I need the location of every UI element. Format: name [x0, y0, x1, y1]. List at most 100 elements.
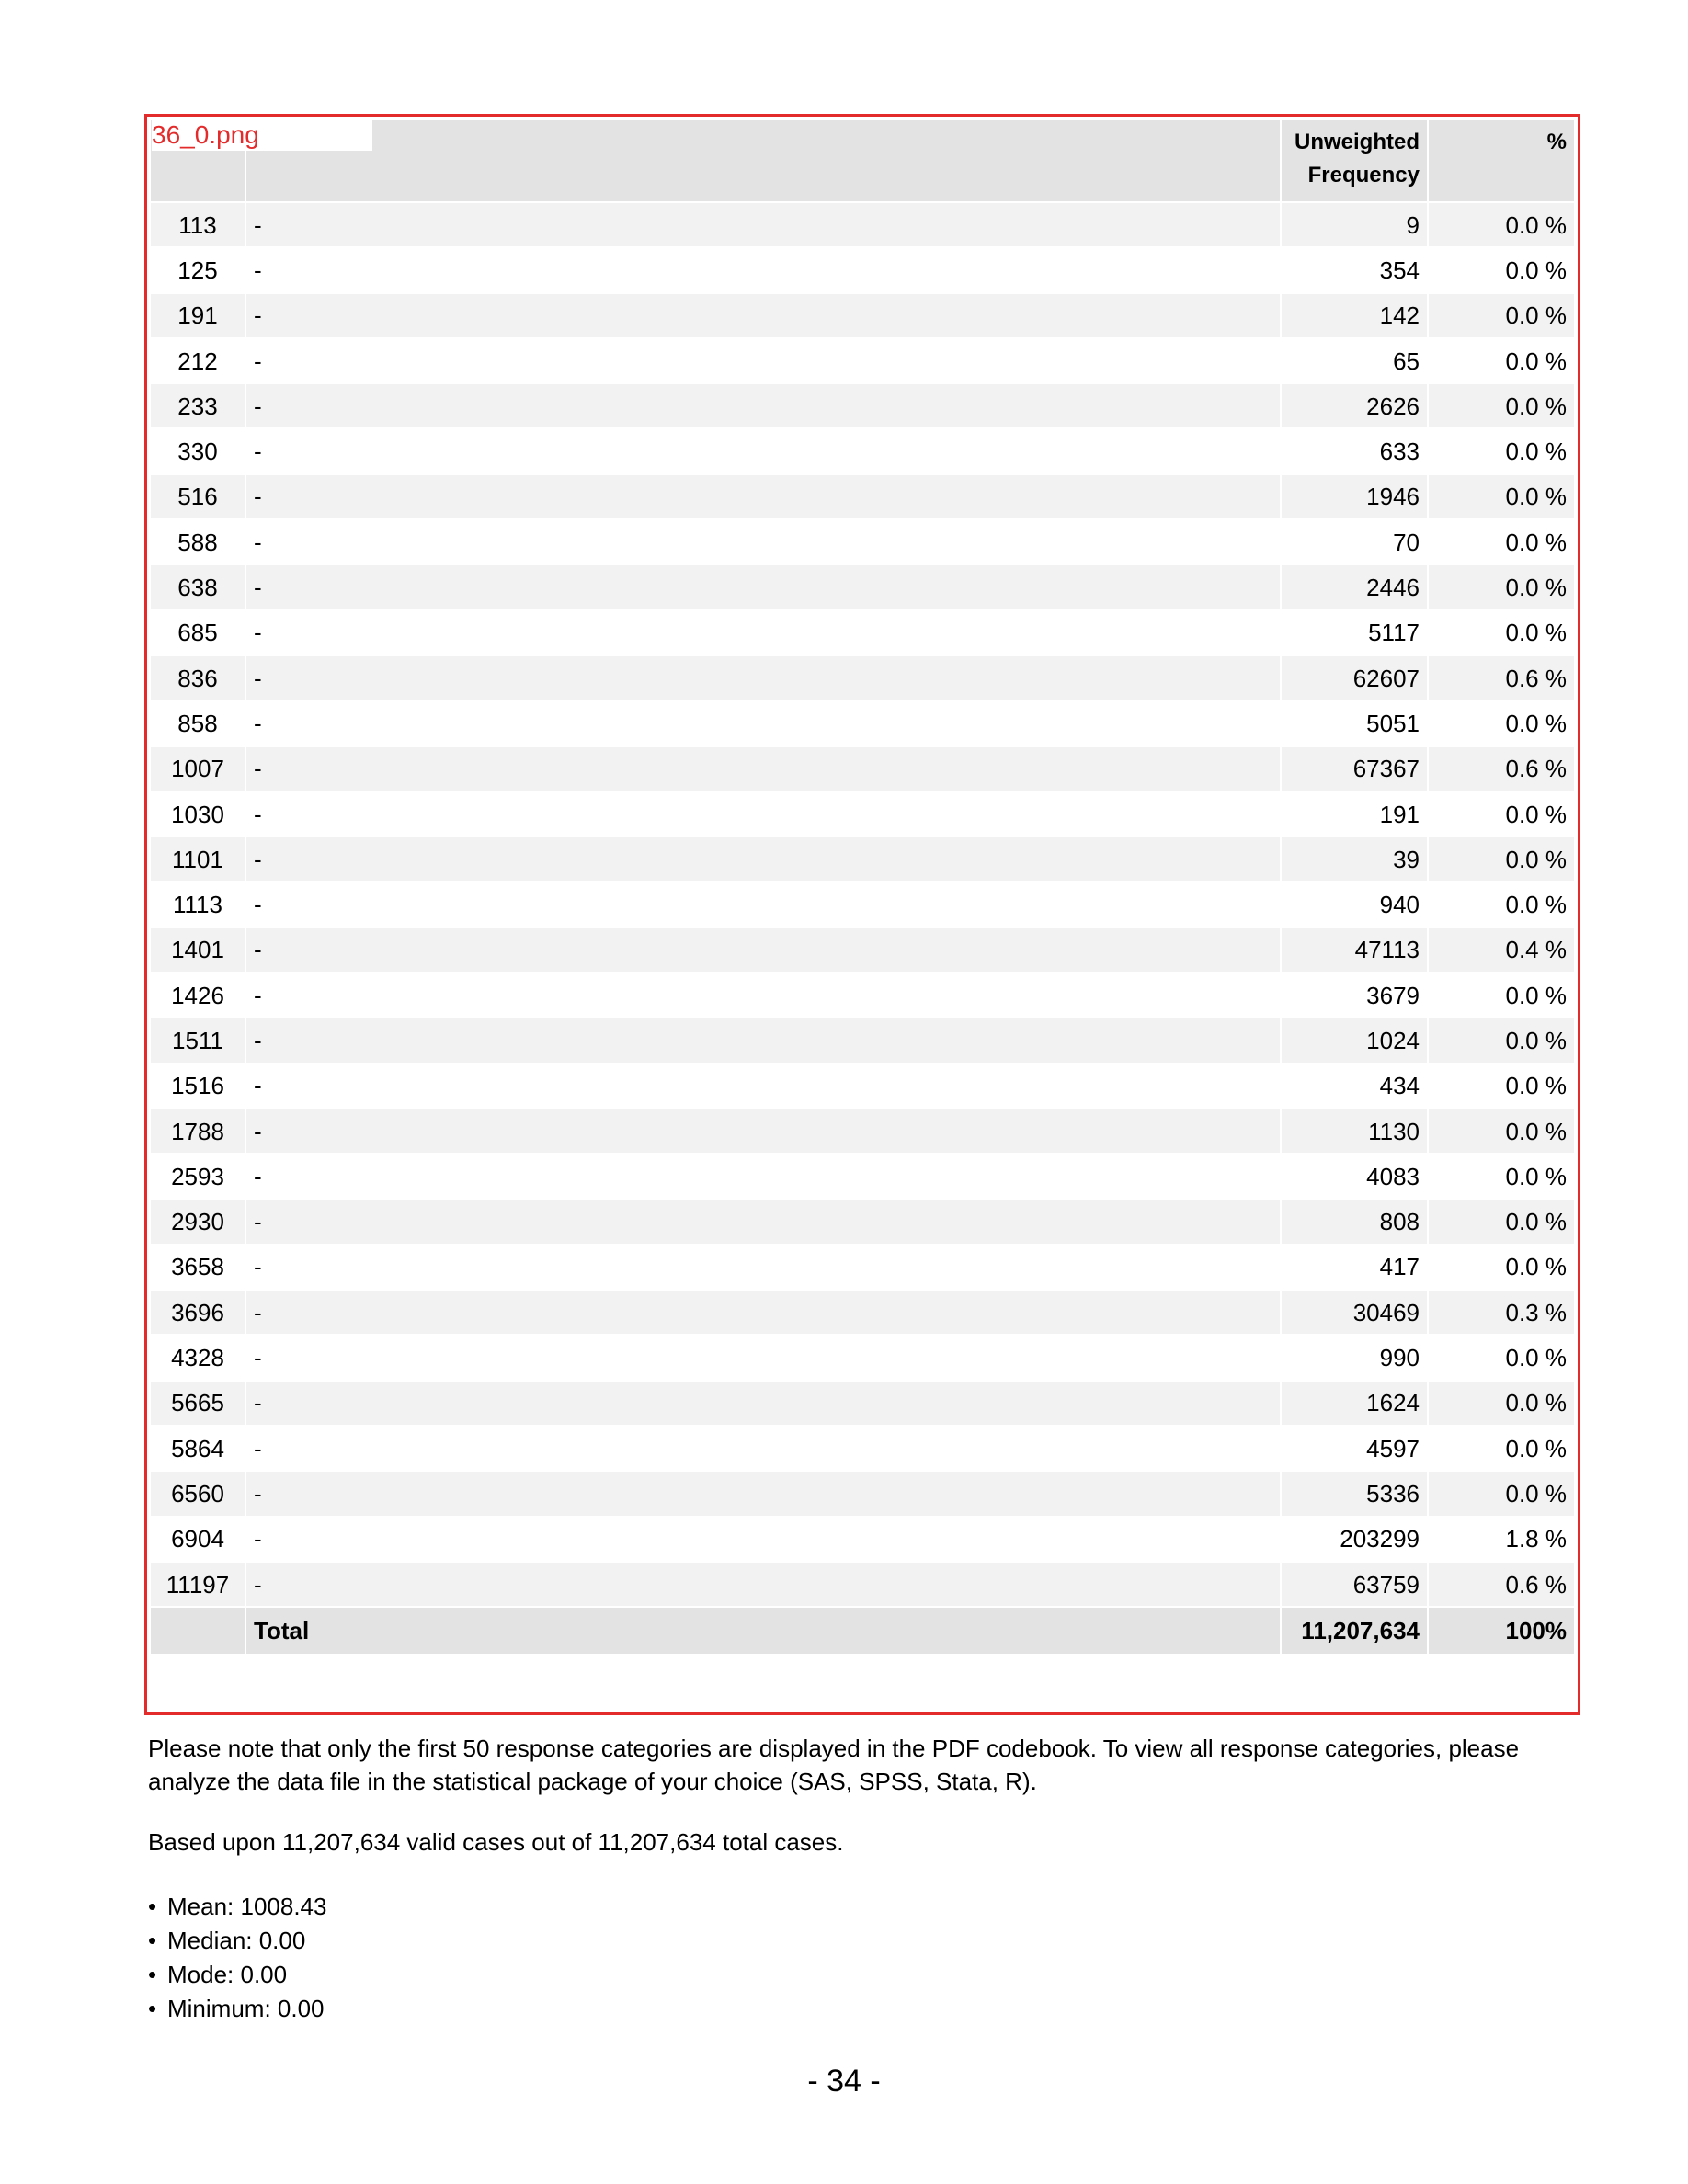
table-row: 1113-940 0.0 %: [151, 882, 1574, 927]
row-code: 858: [151, 701, 245, 745]
row-code: 6904: [151, 1517, 245, 1561]
row-label: -: [246, 1109, 1280, 1154]
row-percent: 0.0 %: [1429, 1018, 1574, 1063]
row-code: 836: [151, 655, 245, 700]
row-percent: 0.0 %: [1429, 791, 1574, 836]
table-row: 836-62607 0.6 %: [151, 655, 1574, 700]
row-label: -: [246, 520, 1280, 564]
total-row: Total 11,207,634 100%: [151, 1608, 1574, 1655]
row-frequency: 808: [1282, 1200, 1427, 1244]
row-code: 212: [151, 338, 245, 383]
row-label: -: [246, 701, 1280, 745]
row-label: -: [246, 1336, 1280, 1380]
header-percent: %: [1429, 120, 1574, 201]
row-label: -: [246, 293, 1280, 337]
table-row: 113-9 0.0 %: [151, 203, 1574, 247]
row-code: 1007: [151, 746, 245, 791]
row-label: -: [246, 746, 1280, 791]
row-frequency: 5336: [1282, 1472, 1427, 1516]
row-code: 5665: [151, 1381, 245, 1426]
row-code: 3696: [151, 1291, 245, 1335]
row-label: -: [246, 1291, 1280, 1335]
row-code: 330: [151, 429, 245, 473]
table-body: 113-9 0.0 % 125-354 0.0 % 191-142 0.0 % 212-65…: [151, 203, 1574, 1607]
total-percent: 100%: [1429, 1608, 1574, 1655]
statistics-list: Mean: 1008.43 Median: 0.00 Mode: 0.00 Mi…: [148, 1890, 326, 2026]
row-frequency: 434: [1282, 1064, 1427, 1108]
row-percent: 0.0 %: [1429, 1155, 1574, 1199]
row-code: 4328: [151, 1336, 245, 1380]
row-code: 685: [151, 610, 245, 654]
total-frequency: 11,207,634: [1282, 1608, 1427, 1655]
row-frequency: 63759: [1282, 1562, 1427, 1607]
row-code: 2593: [151, 1155, 245, 1199]
row-frequency: 70: [1282, 520, 1427, 564]
row-label: -: [246, 474, 1280, 519]
row-percent: 0.0 %: [1429, 1109, 1574, 1154]
row-label: -: [246, 1064, 1280, 1108]
row-frequency: 4083: [1282, 1155, 1427, 1199]
row-label: -: [246, 429, 1280, 473]
row-percent: 0.0 %: [1429, 701, 1574, 745]
row-code: 1516: [151, 1064, 245, 1108]
table-row: 1101-39 0.0 %: [151, 837, 1574, 882]
row-label: -: [246, 927, 1280, 973]
row-frequency: 67367: [1282, 746, 1427, 791]
row-code: 638: [151, 565, 245, 609]
row-code: 11197: [151, 1562, 245, 1607]
row-percent: 0.0 %: [1429, 384, 1574, 428]
row-percent: 0.0 %: [1429, 882, 1574, 927]
table-row: 191-142 0.0 %: [151, 293, 1574, 337]
row-percent: 0.0 %: [1429, 1472, 1574, 1516]
row-frequency: 2626: [1282, 384, 1427, 428]
row-code: 6560: [151, 1472, 245, 1516]
table-row: 330-633 0.0 %: [151, 429, 1574, 473]
table-row: 6560-5336 0.0 %: [151, 1472, 1574, 1516]
header-frequency-line1: Unweighted: [1295, 130, 1420, 154]
stat-mode: Mode: 0.00: [148, 1958, 326, 1992]
row-label: -: [246, 610, 1280, 654]
row-label: -: [246, 1427, 1280, 1471]
row-percent: 0.0 %: [1429, 1245, 1574, 1290]
display-note: Please note that only the first 50 respo…: [148, 1735, 1520, 1795]
row-percent: 0.0 %: [1429, 474, 1574, 519]
row-code: 1788: [151, 1109, 245, 1154]
row-code: 1030: [151, 791, 245, 836]
row-percent: 0.6 %: [1429, 655, 1574, 700]
row-code: 3658: [151, 1245, 245, 1290]
row-code: 5864: [151, 1427, 245, 1471]
row-frequency: 417: [1282, 1245, 1427, 1290]
header-label: [246, 120, 1280, 201]
row-percent: 0.0 %: [1429, 973, 1574, 1018]
row-percent: 0.0 %: [1429, 1064, 1574, 1108]
row-frequency: 1624: [1282, 1381, 1427, 1426]
row-percent: 0.6 %: [1429, 746, 1574, 791]
row-frequency: 5051: [1282, 701, 1427, 745]
table-row: 3696-30469 0.3 %: [151, 1291, 1574, 1335]
table-row: 233-2626 0.0 %: [151, 384, 1574, 428]
row-frequency: 4597: [1282, 1427, 1427, 1471]
row-label: -: [246, 837, 1280, 882]
total-label: Total: [246, 1608, 1280, 1655]
row-label: -: [246, 565, 1280, 609]
row-label: -: [246, 882, 1280, 927]
page-number: - 34 -: [807, 2064, 881, 2099]
table-row: 588-70 0.0 %: [151, 520, 1574, 564]
table-row: 5665-1624 0.0 %: [151, 1381, 1574, 1426]
table-row: 2930-808 0.0 %: [151, 1200, 1574, 1244]
row-code: 516: [151, 474, 245, 519]
table-row: 1401-47113 0.4 %: [151, 927, 1574, 973]
header-frequency: Unweighted Frequency: [1282, 120, 1427, 201]
row-label: -: [246, 1562, 1280, 1607]
row-frequency: 203299: [1282, 1517, 1427, 1561]
row-code: 125: [151, 248, 245, 292]
stat-mean: Mean: 1008.43: [148, 1890, 326, 1924]
table-header: Unweighted Frequency %: [151, 120, 1574, 201]
row-percent: 0.0 %: [1429, 1336, 1574, 1380]
row-label: -: [246, 791, 1280, 836]
table-highlight-frame: [144, 114, 1580, 1715]
row-code: 588: [151, 520, 245, 564]
header-frequency-line2: Frequency: [1307, 163, 1420, 188]
row-frequency: 47113: [1282, 927, 1427, 973]
table-row: 5864-4597 0.0 %: [151, 1427, 1574, 1471]
